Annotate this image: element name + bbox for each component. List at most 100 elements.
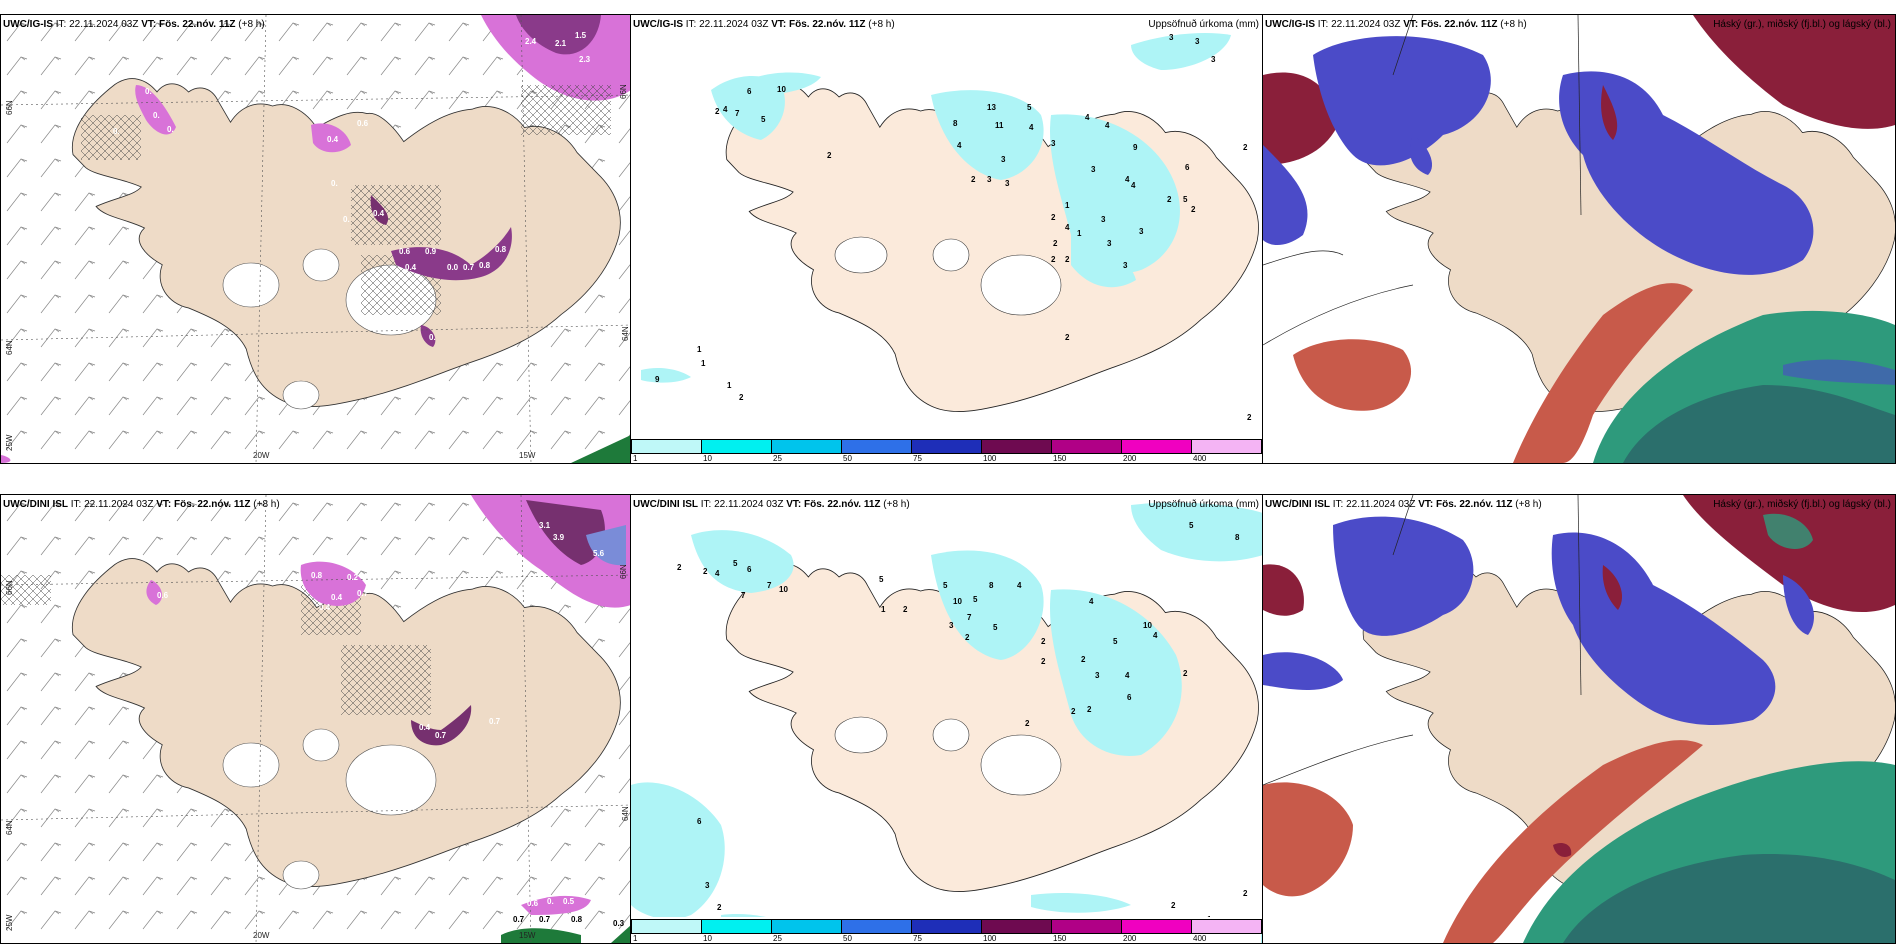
colorbar-swatch — [1121, 439, 1192, 454]
colorbar-tick: 200 — [1123, 934, 1137, 943]
colorbar-swatch — [1051, 439, 1122, 454]
precip-value: 6 — [697, 817, 702, 826]
colorbar-tick: 50 — [843, 454, 852, 463]
precip-value: 2 — [1183, 669, 1188, 678]
panel-header: UWC/DINI ISL IT: 22.11.2024 03Z VT: Fös.… — [3, 499, 280, 510]
precip-value: 5 — [733, 559, 738, 568]
precip-value: 5 — [879, 575, 884, 584]
precip-value: 2 — [1041, 637, 1046, 646]
precip-value: 3 — [1005, 179, 1010, 188]
precip-value: 1 — [1077, 229, 1082, 238]
colorbar-swatch — [1051, 919, 1122, 934]
snow-value: 0.4 — [319, 603, 331, 612]
field-title: Uppsöfnuð úrkoma (mm) — [1148, 499, 1259, 510]
panel-header: UWC/IG-IS IT: 22.11.2024 03Z VT: Fös. 22… — [3, 19, 265, 30]
precip-value: 4 — [1089, 597, 1094, 606]
colorbar-swatch — [841, 919, 912, 934]
snow-value: 0.3 — [613, 919, 625, 928]
precip-value: 8 — [1235, 533, 1240, 542]
precip-value: 2 — [827, 151, 832, 160]
snow-value: 0.8 — [495, 245, 507, 254]
panel-header: UWC/DINI ISL IT: 22.11.2024 03Z VT: Fös.… — [1265, 499, 1542, 510]
axis-lon-15w: 15W — [519, 451, 536, 460]
precip-value: 10 — [1143, 621, 1152, 630]
precip-value: 9 — [655, 375, 660, 384]
precip-value: 6 — [1127, 693, 1132, 702]
colorbar-swatch — [841, 439, 912, 454]
colorbar-swatch — [981, 439, 1052, 454]
precip-value: 7 — [735, 109, 740, 118]
precip-value: 8 — [953, 119, 958, 128]
high-cloud-ne — [1683, 495, 1895, 613]
snow-value: 3.9 — [553, 533, 565, 542]
precip-value: 3 — [1169, 33, 1174, 42]
axis-lat-64n: 64N — [5, 820, 14, 835]
axis-lat-66n: 66N — [5, 580, 14, 595]
panel-bottom-wind: UWC/DINI ISL IT: 22.11.2024 03Z VT: Fös.… — [0, 494, 632, 944]
precip-value: 1 — [727, 381, 732, 390]
colorbar-swatch — [631, 919, 702, 934]
precip-value: 2 — [1071, 707, 1076, 716]
precip-value: 4 — [1153, 631, 1158, 640]
precip-value: 5 — [1189, 521, 1194, 530]
precip-value: 3 — [1001, 155, 1006, 164]
precip-value: 2 — [1191, 205, 1196, 214]
panel-top-precip: UWC/IG-IS IT: 22.11.2024 03Z VT: Fös. 22… — [630, 14, 1264, 464]
precip-value: 4 — [723, 105, 728, 114]
snow-value: 0. — [113, 127, 120, 136]
precip-value: 4 — [957, 141, 962, 150]
snow-value: 0.7 — [539, 915, 551, 924]
snow-value: 2.3 — [579, 55, 591, 64]
snow-value: 0.7 — [357, 589, 369, 598]
panel-header: UWC/IG-IS IT: 22.11.2024 03Z VT: Fös. 22… — [1265, 19, 1527, 30]
snow-value: 0.4 — [331, 593, 343, 602]
snow-value: 0.4 — [405, 263, 417, 272]
precip-value: 4 — [1131, 181, 1136, 190]
mid-cloud-nw — [1313, 36, 1491, 166]
snow-value: 5.6 — [593, 549, 605, 558]
precip-value: 4 — [1125, 175, 1130, 184]
precip-value: 7 — [967, 613, 972, 622]
precip-value: 5 — [973, 595, 978, 604]
precip-value: 2 — [1247, 413, 1252, 422]
precip-value: 3 — [1091, 165, 1096, 174]
colorbar-swatch — [911, 919, 982, 934]
colorbar-tick: 10 — [703, 934, 712, 943]
precip-value: 5 — [1113, 637, 1118, 646]
precip-value: 4 — [1065, 223, 1070, 232]
precip-value: 2 — [1051, 213, 1056, 222]
colorbar-tick: 25 — [773, 454, 782, 463]
colorbar-swatch — [981, 919, 1052, 934]
colorbar-swatch — [911, 439, 982, 454]
precip-value: 3 — [1123, 261, 1128, 270]
precip-area-nw — [691, 530, 794, 593]
colorbar-tick: 100 — [983, 934, 997, 943]
precip-value: 4 — [1085, 113, 1090, 122]
colorbar-swatch — [771, 439, 842, 454]
snow-value: 0.5 — [563, 897, 575, 906]
axis-lon-20w: 20W — [253, 451, 270, 460]
precip-value: 2 — [739, 393, 744, 402]
precip-value: 2 — [1243, 889, 1248, 898]
precip-value: 2 — [1087, 705, 1092, 714]
snow-value: 0. — [547, 897, 554, 906]
colorbar-swatch — [771, 919, 842, 934]
colorbar-tick: 75 — [913, 934, 922, 943]
precip-value: 4 — [715, 569, 720, 578]
precip-value: 2 — [1041, 657, 1046, 666]
precip-map — [631, 502, 1263, 943]
snow-value: 1.5 — [575, 31, 587, 40]
snow-value: 0.9 — [425, 247, 437, 256]
precip-value: 2 — [1081, 655, 1086, 664]
snow-value: 0.6 — [157, 591, 169, 600]
snow-core-ne — [526, 500, 605, 565]
mid-cloud-east — [1559, 71, 1814, 275]
precip-value: 8 — [989, 581, 994, 590]
precip-value: 3 — [1051, 139, 1056, 148]
precip-value: 1 — [701, 359, 706, 368]
precip-value: 2 — [1167, 195, 1172, 204]
precip-value: 1 — [881, 605, 886, 614]
precip-value: 4 — [1029, 123, 1034, 132]
precip-value: 2 — [677, 563, 682, 572]
precip-value: 2 — [1025, 719, 1030, 728]
